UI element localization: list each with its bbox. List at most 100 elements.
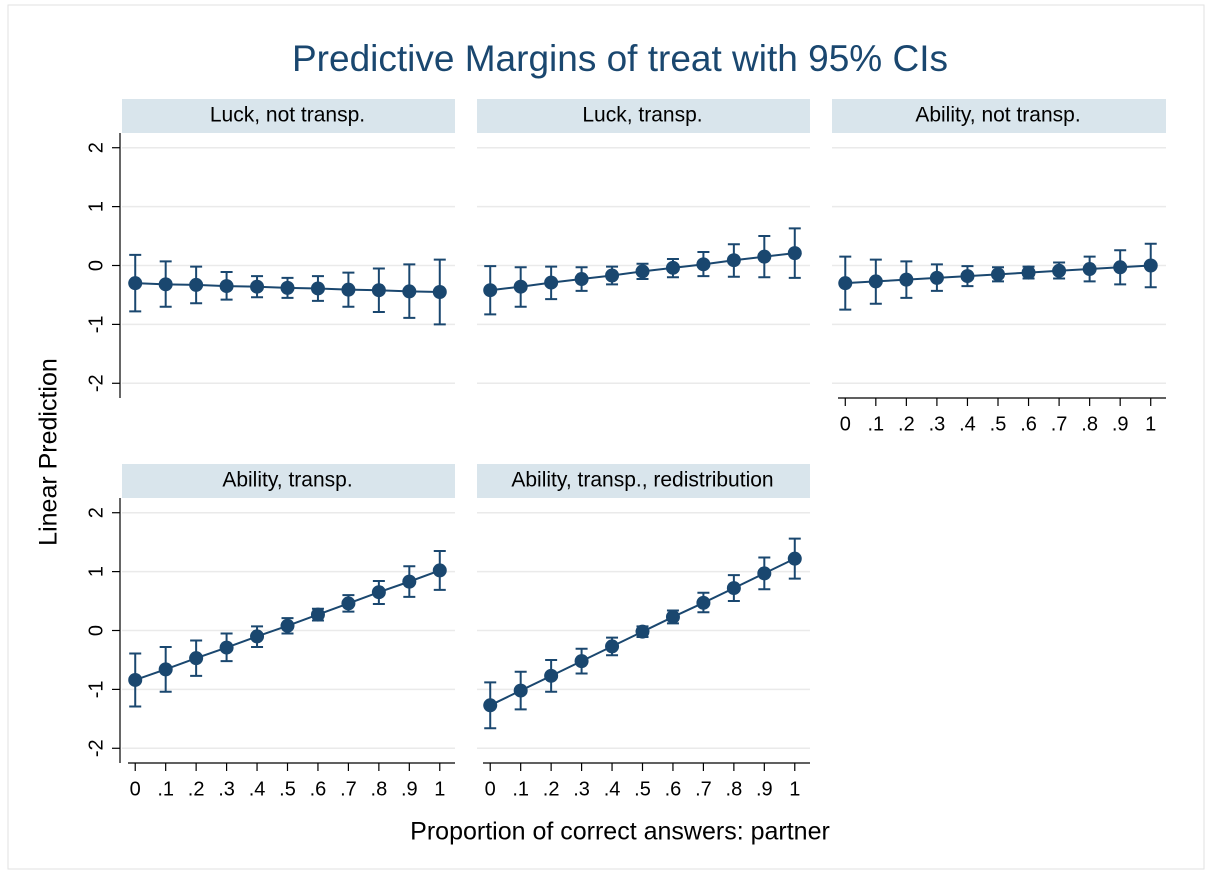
- marker: [544, 275, 559, 290]
- y-tick-label: -1: [85, 315, 107, 333]
- chart-title: Predictive Margins of treat with 95% CIs: [292, 38, 948, 79]
- x-tick-label: .5: [634, 778, 651, 800]
- marker: [513, 683, 528, 698]
- x-tick-label: .7: [1051, 413, 1068, 435]
- x-tick-label: .8: [726, 778, 743, 800]
- x-tick-label: .2: [188, 778, 205, 800]
- marker: [757, 566, 772, 581]
- marker: [310, 607, 325, 622]
- x-tick-label: .8: [1081, 413, 1098, 435]
- y-tick-label: -1: [85, 680, 107, 698]
- panel-header: [477, 99, 810, 133]
- x-tick-label: .9: [1112, 413, 1129, 435]
- panel-title: Ability, transp.: [222, 469, 352, 492]
- marker: [250, 279, 265, 294]
- marker: [665, 260, 680, 275]
- marker: [280, 618, 295, 633]
- marker: [280, 280, 295, 295]
- marker: [158, 662, 173, 677]
- y-tick-label: 0: [85, 260, 107, 271]
- x-tick-label: .4: [604, 778, 621, 800]
- marker: [128, 276, 143, 291]
- marker: [726, 253, 741, 268]
- marker: [219, 279, 234, 294]
- marker: [513, 279, 528, 294]
- marker: [341, 596, 356, 611]
- frame: [7, 4, 1205, 870]
- x-tick-label: .2: [543, 778, 560, 800]
- marker: [757, 249, 772, 264]
- panel-title: Ability, transp., redistribution: [511, 469, 773, 492]
- marker: [189, 277, 204, 292]
- x-tick-label: 1: [789, 778, 800, 800]
- marker: [574, 654, 589, 669]
- marker: [250, 629, 265, 644]
- x-tick-label: .3: [218, 778, 235, 800]
- marker: [341, 282, 356, 297]
- marker: [868, 274, 883, 289]
- x-tick-label: .6: [310, 778, 327, 800]
- x-tick-label: .4: [249, 778, 266, 800]
- x-tick-label: .9: [756, 778, 773, 800]
- x-tick-label: .5: [279, 778, 296, 800]
- x-tick-label: 0: [840, 413, 851, 435]
- marker: [1021, 265, 1036, 280]
- x-tick-label: .3: [573, 778, 590, 800]
- panel-title: Luck, transp.: [582, 104, 702, 127]
- marker: [128, 672, 143, 687]
- y-tick-label: 2: [85, 507, 107, 518]
- marker: [635, 624, 650, 639]
- marker: [402, 574, 417, 589]
- marker: [991, 267, 1005, 282]
- x-tick-label: .8: [371, 778, 388, 800]
- marker: [1143, 258, 1158, 273]
- y-tick-label: -2: [85, 374, 107, 392]
- x-tick-label: 1: [434, 778, 445, 800]
- x-tick-label: .4: [959, 413, 976, 435]
- marker: [605, 268, 620, 283]
- marker: [929, 270, 944, 285]
- marker: [219, 640, 234, 655]
- marker: [371, 283, 386, 298]
- marker: [696, 257, 711, 272]
- x-tick-label: .7: [340, 778, 357, 800]
- x-axis-label: Proportion of correct answers: partner: [410, 818, 830, 846]
- marker: [483, 283, 498, 298]
- panel-header: [477, 464, 810, 498]
- marker: [483, 698, 498, 713]
- x-tick-label: .6: [665, 778, 682, 800]
- marker: [635, 264, 650, 279]
- marker: [1082, 262, 1097, 277]
- x-tick-label: 0: [485, 778, 496, 800]
- marker: [787, 551, 802, 566]
- marker: [605, 639, 620, 654]
- marker: [696, 595, 711, 610]
- y-tick-label: 2: [85, 142, 107, 153]
- y-tick-label: 0: [85, 625, 107, 636]
- x-tick-label: .2: [898, 413, 915, 435]
- marker: [838, 276, 853, 291]
- x-tick-label: 1: [1145, 413, 1156, 435]
- marker: [371, 585, 386, 600]
- x-tick-label: .7: [695, 778, 712, 800]
- x-tick-label: .1: [512, 778, 529, 800]
- y-tick-label: 1: [85, 566, 107, 577]
- marker: [574, 272, 589, 287]
- y-tick-label: 1: [85, 201, 107, 212]
- marker: [544, 668, 559, 683]
- marker: [432, 285, 447, 299]
- panel-title: Ability, not transp.: [915, 104, 1080, 127]
- x-tick-label: .5: [990, 413, 1007, 435]
- marker: [787, 246, 802, 261]
- marker: [158, 277, 173, 292]
- panel-header: [832, 99, 1166, 133]
- marker: [189, 651, 204, 666]
- marker: [310, 281, 325, 296]
- panel-title: Luck, not transp.: [210, 104, 365, 127]
- marker: [899, 272, 914, 287]
- marker: [960, 269, 975, 284]
- x-tick-label: 0: [130, 778, 141, 800]
- x-tick-label: .1: [157, 778, 174, 800]
- marker: [665, 609, 680, 624]
